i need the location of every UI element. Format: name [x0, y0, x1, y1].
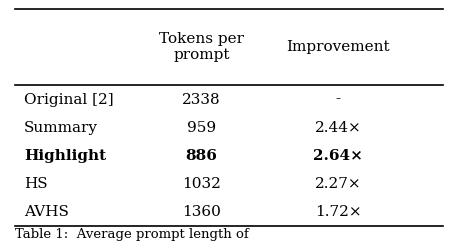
Text: 959: 959 [187, 121, 216, 135]
Text: Table 1:  Average prompt length of: Table 1: Average prompt length of [15, 228, 249, 241]
Text: Improvement: Improvement [286, 40, 390, 54]
Text: 1360: 1360 [182, 205, 221, 219]
Text: 1032: 1032 [182, 177, 221, 191]
Text: 2338: 2338 [182, 92, 221, 106]
Text: Original [2]: Original [2] [24, 92, 114, 106]
Text: 886: 886 [186, 149, 218, 163]
Text: 2.64×: 2.64× [313, 149, 363, 163]
Text: -: - [336, 92, 341, 106]
Text: Tokens per
prompt: Tokens per prompt [159, 32, 244, 62]
Text: AVHS: AVHS [24, 205, 69, 219]
Text: Summary: Summary [24, 121, 98, 135]
Text: 2.27×: 2.27× [315, 177, 361, 191]
Text: 1.72×: 1.72× [315, 205, 361, 219]
Text: HS: HS [24, 177, 48, 191]
Text: Highlight: Highlight [24, 149, 106, 163]
Text: 2.44×: 2.44× [315, 121, 362, 135]
